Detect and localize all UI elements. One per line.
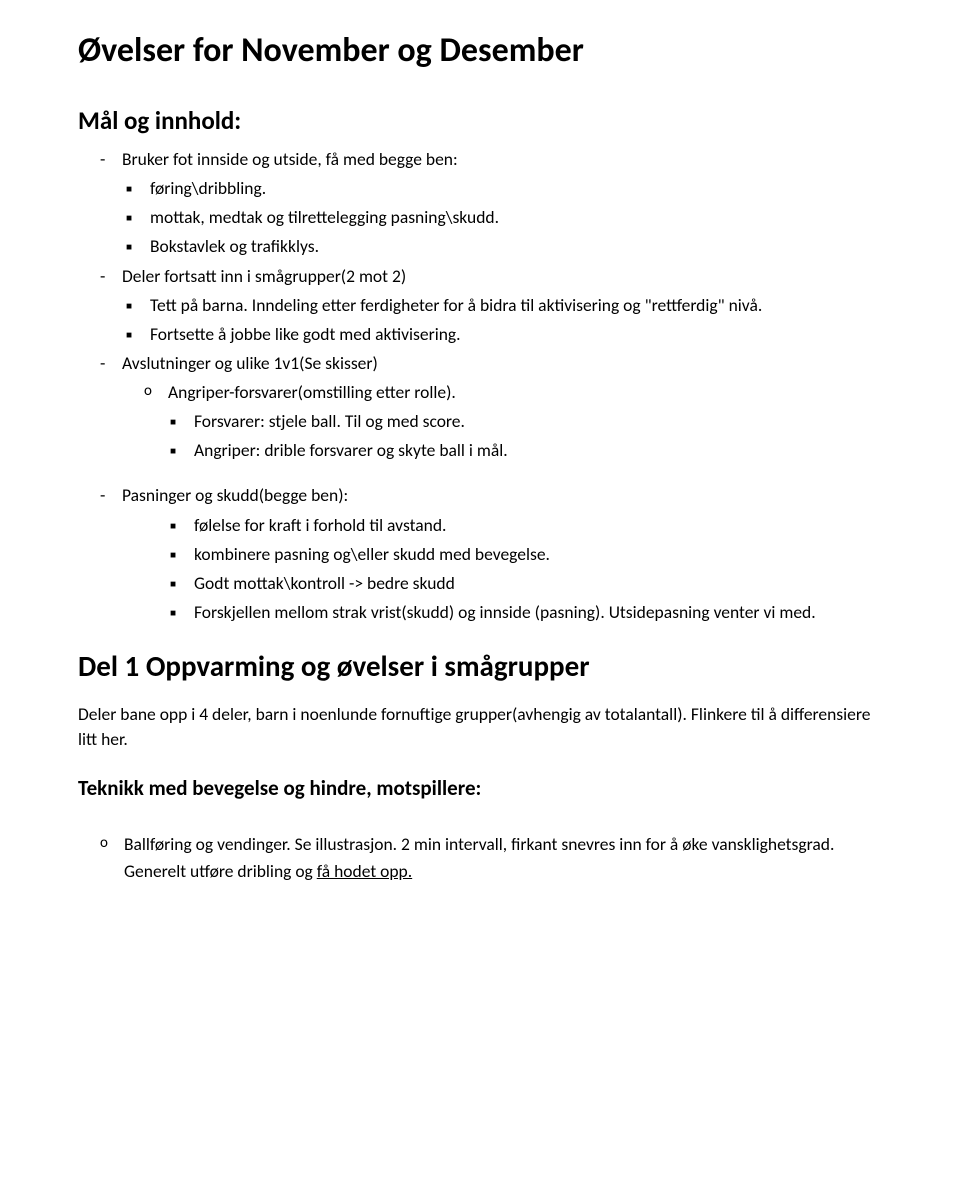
dash-item: Avslutninger og ulike 1v1(Se skisser) bbox=[122, 350, 882, 377]
page-title: Øvelser for November og Desember bbox=[78, 30, 882, 71]
square-item: Angriper: drible forsvarer og skyte ball… bbox=[194, 437, 882, 464]
section-heading-teknikk: Teknikk med bevegelse og hindre, motspil… bbox=[78, 775, 882, 801]
top-dash-list: Bruker fot innside og utside, få med beg… bbox=[78, 146, 882, 173]
square-item: følelse for kraft i forhold til avstand. bbox=[194, 512, 882, 539]
square-item: mottak, medtak og tilrettelegging pasnin… bbox=[150, 204, 882, 231]
circle-list-bottom: Ballføring og vendinger. Se illustrasjon… bbox=[78, 831, 882, 885]
square-list-3: Forsvarer: stjele ball. Til og med score… bbox=[78, 408, 882, 464]
dash-list: Avslutninger og ulike 1v1(Se skisser) bbox=[78, 350, 882, 377]
dash-list: Pasninger og skudd(begge ben): bbox=[78, 482, 882, 509]
text-pre: Ballføring og vendinger. Se illustrasjon… bbox=[124, 833, 834, 882]
paragraph: Deler bane opp i 4 deler, barn i noenlun… bbox=[78, 702, 882, 753]
square-item: kombinere pasning og\eller skudd med bev… bbox=[194, 541, 882, 568]
circle-list-1: Angriper-forsvarer(omstilling etter roll… bbox=[78, 379, 882, 406]
dash-item: Bruker fot innside og utside, få med beg… bbox=[122, 146, 882, 173]
circle-item: Ballføring og vendinger. Se illustrasjon… bbox=[124, 831, 882, 885]
square-list-4: følelse for kraft i forhold til avstand.… bbox=[78, 512, 882, 627]
square-item: Fortsette å jobbe like godt med aktivise… bbox=[150, 321, 882, 348]
square-item: Bokstavlek og trafikklys. bbox=[150, 233, 882, 260]
square-item: Tett på barna. Inndeling etter ferdighet… bbox=[150, 292, 882, 319]
square-item: Forskjellen mellom strak vrist(skudd) og… bbox=[194, 599, 882, 626]
text-underlined: få hodet opp. bbox=[317, 860, 412, 882]
square-item: Forsvarer: stjele ball. Til og med score… bbox=[194, 408, 882, 435]
square-item: føring\dribbling. bbox=[150, 175, 882, 202]
dash-item: Deler fortsatt inn i smågrupper(2 mot 2) bbox=[122, 263, 882, 290]
square-list-1: føring\dribbling. mottak, medtak og tilr… bbox=[78, 175, 882, 260]
circle-item: Angriper-forsvarer(omstilling etter roll… bbox=[168, 379, 882, 406]
dash-list: Deler fortsatt inn i smågrupper(2 mot 2) bbox=[78, 263, 882, 290]
section-heading-del1: Del 1 Oppvarming og øvelser i smågrupper bbox=[78, 648, 882, 684]
square-list-2: Tett på barna. Inndeling etter ferdighet… bbox=[78, 292, 882, 348]
dash-item: Pasninger og skudd(begge ben): bbox=[122, 482, 882, 509]
section-heading-mal: Mål og innhold: bbox=[78, 105, 882, 136]
square-item: Godt mottak\kontroll -> bedre skudd bbox=[194, 570, 882, 597]
